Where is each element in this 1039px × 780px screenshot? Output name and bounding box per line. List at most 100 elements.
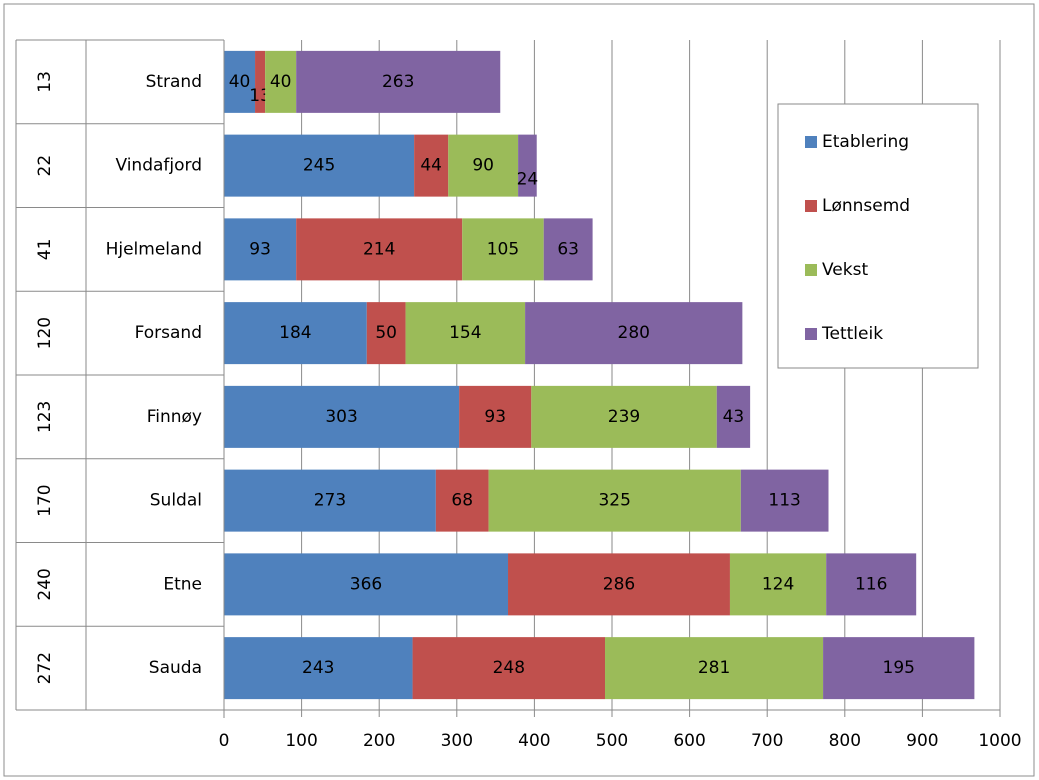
data-label: 280 <box>618 323 650 343</box>
x-tick-label: 400 <box>518 731 550 751</box>
data-label: 273 <box>314 491 346 511</box>
x-tick-label: 1000 <box>978 731 1021 751</box>
category-label: Finnøy <box>147 407 202 427</box>
bar-lnnsemd <box>296 218 463 281</box>
x-tick-label: 0 <box>219 731 230 751</box>
data-label: 24 <box>517 170 539 190</box>
data-label: 90 <box>472 156 494 176</box>
x-tick-label: 700 <box>751 731 783 751</box>
bar-etablering <box>224 469 436 532</box>
data-label: 248 <box>493 658 525 678</box>
legend-label: Lønnsemd <box>822 196 910 216</box>
x-tick-label: 600 <box>673 731 705 751</box>
bar-lnnsemd <box>255 50 266 113</box>
data-label: 243 <box>302 658 334 678</box>
x-tick-label: 200 <box>363 731 395 751</box>
data-label: 195 <box>883 658 915 678</box>
data-label: 366 <box>350 574 382 594</box>
data-label: 239 <box>608 407 640 427</box>
bar-tettleik <box>740 469 829 532</box>
data-label: 124 <box>762 574 794 594</box>
bar-vekst <box>265 50 297 113</box>
data-label: 105 <box>487 239 519 259</box>
bar-lnnsemd <box>508 553 730 616</box>
bar-etablering <box>224 637 413 700</box>
bar-vekst <box>448 134 519 197</box>
rank-label: 41 <box>35 239 55 261</box>
data-label: 63 <box>557 239 579 259</box>
bar-tettleik <box>525 302 743 365</box>
bar-vekst <box>531 385 717 448</box>
bar-etablering <box>224 385 460 448</box>
data-label: 40 <box>229 72 251 92</box>
bar-lnnsemd <box>412 637 606 700</box>
bar-lnnsemd <box>435 469 489 532</box>
data-label: 286 <box>603 574 635 594</box>
bar-vekst <box>405 302 526 365</box>
data-label: 281 <box>698 658 730 678</box>
category-label: Etne <box>163 574 202 594</box>
data-label: 44 <box>420 156 442 176</box>
data-label: 93 <box>249 239 271 259</box>
bar-vekst <box>488 469 741 532</box>
legend-label: Vekst <box>822 260 868 280</box>
bar-etablering <box>224 553 509 616</box>
bar-tettleik <box>823 637 975 700</box>
category-label: Vindafjord <box>115 156 202 176</box>
bar-tettleik <box>826 553 917 616</box>
data-label: 116 <box>855 574 887 594</box>
data-label: 40 <box>270 72 292 92</box>
legend-label: Tettleik <box>821 324 883 344</box>
x-tick-label: 100 <box>285 731 317 751</box>
x-tick-label: 300 <box>441 731 473 751</box>
x-axis: 0 100 200 300 400 500 600 700 800 900 1000 <box>16 40 1022 751</box>
legend-swatch <box>805 264 817 276</box>
data-label: 214 <box>363 239 395 259</box>
data-label: 68 <box>451 491 473 511</box>
legend-label: Etablering <box>822 132 909 152</box>
legend-swatch <box>805 136 817 148</box>
bar-tettleik <box>543 218 593 281</box>
legend-swatch <box>805 200 817 212</box>
bar-etablering <box>224 218 297 281</box>
x-tick-label: 500 <box>596 731 628 751</box>
category-label: Forsand <box>135 323 202 343</box>
rank-label: 13 <box>35 71 55 93</box>
bar-vekst <box>729 553 827 616</box>
x-tick-label: 900 <box>906 731 938 751</box>
bar-etablering <box>224 50 256 113</box>
bar-lnnsemd <box>366 302 406 365</box>
rank-label: 170 <box>35 484 55 516</box>
bar-lnnsemd <box>414 134 449 197</box>
legend-swatch <box>805 328 817 340</box>
rank-label: 22 <box>35 155 55 177</box>
x-tick-label: 800 <box>829 731 861 751</box>
legend: Etablering Lønnsemd Vekst Tettleik <box>777 103 979 369</box>
category-label: Sauda <box>149 658 202 678</box>
data-label: 303 <box>325 407 357 427</box>
category-label: Suldal <box>150 491 202 511</box>
data-label: 154 <box>449 323 481 343</box>
rank-label: 240 <box>35 568 55 600</box>
bar-etablering <box>224 302 367 365</box>
data-label: 245 <box>303 156 335 176</box>
category-label: Strand <box>146 72 202 92</box>
bar-vekst <box>605 637 824 700</box>
data-label: 325 <box>598 491 630 511</box>
data-label: 43 <box>723 407 745 427</box>
bar-tettleik <box>518 134 537 197</box>
bar-etablering <box>224 134 415 197</box>
rank-label: 120 <box>35 317 55 349</box>
data-label: 113 <box>768 491 800 511</box>
bar-vekst <box>462 218 544 281</box>
data-label: 263 <box>382 72 414 92</box>
data-label: 50 <box>375 323 397 343</box>
data-label: 93 <box>484 407 506 427</box>
bar-tettleik <box>296 50 501 113</box>
rank-label: 123 <box>35 401 55 433</box>
bar-lnnsemd <box>459 385 532 448</box>
category-label: Hjelmeland <box>106 239 202 259</box>
rank-label: 272 <box>35 652 55 684</box>
